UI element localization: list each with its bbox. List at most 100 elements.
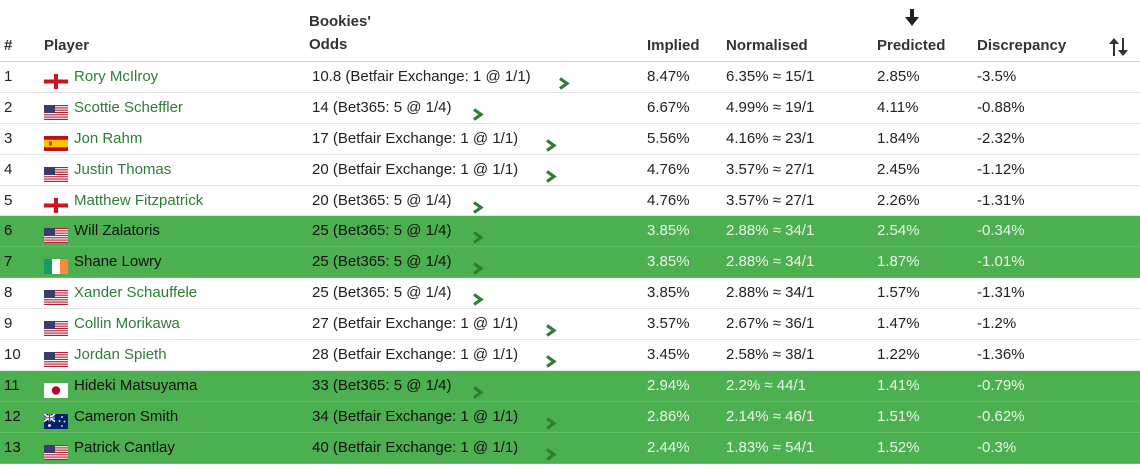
header-predicted[interactable]: Predicted	[877, 37, 946, 54]
rank-cell: 5	[4, 191, 13, 209]
player-link[interactable]: Collin Morikawa	[74, 315, 180, 333]
discrepancy-cell: -0.79%	[977, 376, 1025, 394]
table-row[interactable]: 1 Rory McIlroy 10.8 (Betfair Exchange: 1 @…	[0, 62, 1140, 93]
player-link[interactable]: Hideki Matsuyama	[74, 376, 198, 394]
odds-cell: 25 (Bet365: 5 @ 1/4)	[312, 284, 452, 302]
table-row[interactable]: 4 Justin Thomas 20 (Betfair Exchange: 1 @ …	[0, 155, 1140, 186]
player-link[interactable]: Cameron Smith	[74, 407, 179, 425]
normalised-cell: 3.57% ≈ 27/1	[726, 160, 815, 178]
discrepancy-cell: -0.62%	[977, 407, 1025, 425]
discrepancy-cell: -1.12%	[977, 160, 1025, 178]
chevron-right-icon[interactable]	[472, 380, 484, 399]
rank-cell: 2	[4, 98, 13, 116]
player-link[interactable]: Justin Thomas	[74, 160, 172, 178]
rank-cell: 9	[4, 315, 13, 333]
predicted-cell: 2.26%	[877, 191, 920, 209]
discrepancy-cell: -1.31%	[977, 284, 1025, 302]
player-link[interactable]: Jon Rahm	[74, 129, 143, 147]
flag-icon	[44, 101, 68, 120]
header-normalised[interactable]: Normalised	[726, 37, 808, 54]
discrepancy-cell: -3.5%	[977, 68, 1017, 85]
header-implied[interactable]: Implied	[647, 37, 700, 54]
table-row[interactable]: 12 Cameron Smith 34 (Betfair Exchange: 1 @…	[0, 401, 1140, 433]
chevron-right-icon[interactable]	[472, 195, 484, 214]
discrepancy-cell: -1.36%	[977, 346, 1025, 364]
implied-cell: 3.85%	[647, 222, 690, 240]
rank-cell: 11	[4, 376, 20, 394]
arrow-down-icon[interactable]	[902, 8, 922, 28]
table-row[interactable]: 10 Jordan Spieth 28 (Betfair Exchange: 1 @…	[0, 340, 1140, 371]
normalised-cell: 2.14% ≈ 46/1	[726, 407, 815, 425]
player-link[interactable]: Matthew Fitzpatrick	[74, 191, 204, 209]
implied-cell: 2.44%	[647, 438, 690, 456]
flag-icon	[44, 441, 68, 460]
rank-cell: 4	[4, 160, 13, 178]
table-row[interactable]: 2 Scottie Scheffler 14 (Bet365: 5 @ 1/4) 6.…	[0, 93, 1140, 124]
flag-icon	[43, 379, 69, 399]
table-body: 1 Rory McIlroy 10.8 (Betfair Exchange: 1 @…	[0, 62, 1140, 464]
odds-cell: 14 (Bet365: 5 @ 1/4)	[312, 98, 452, 116]
odds-cell: 10.8 (Betfair Exchange: 1 @ 1/1)	[312, 68, 531, 85]
chevron-right-icon[interactable]	[545, 349, 557, 368]
chevron-right-icon[interactable]	[545, 164, 557, 183]
header-player[interactable]: Player	[44, 37, 90, 54]
normalised-cell: 4.99% ≈ 19/1	[726, 98, 815, 116]
header-odds[interactable]: Bookies' Odds	[309, 10, 371, 56]
odds-cell: 34 (Betfair Exchange: 1 @ 1/1)	[312, 407, 519, 425]
normalised-cell: 2.88% ≈ 34/1	[726, 253, 815, 271]
table-row[interactable]: 8 Xander Schauffele 25 (Bet365: 5 @ 1/4) 3.…	[0, 278, 1140, 310]
header-rank[interactable]: #	[4, 37, 13, 54]
flag-icon	[43, 70, 69, 90]
chevron-right-icon[interactable]	[545, 442, 557, 461]
table-row[interactable]: 9 Collin Morikawa 27 (Betfair Exchange: 1 …	[0, 309, 1140, 341]
chevron-right-icon[interactable]	[472, 225, 484, 245]
player-link[interactable]: Scottie Scheffler	[74, 98, 183, 116]
chevron-right-icon[interactable]	[472, 287, 484, 307]
player-link[interactable]: Rory McIlroy	[74, 68, 159, 85]
odds-cell: 33 (Bet365: 5 @ 1/4)	[312, 376, 452, 394]
chevron-right-icon[interactable]	[558, 71, 570, 90]
table-row[interactable]: 13 Patrick Cantlay 40 (Betfair Exchange: 1…	[0, 432, 1140, 464]
player-link[interactable]: Jordan Spieth	[74, 346, 167, 364]
flag-icon	[44, 286, 68, 306]
predicted-cell: 1.84%	[877, 129, 920, 147]
discrepancy-cell: -2.32%	[977, 129, 1025, 147]
header-discrepancy[interactable]: Discrepancy	[977, 37, 1067, 54]
player-link[interactable]: Patrick Cantlay	[74, 438, 175, 456]
implied-cell: 2.94%	[647, 376, 690, 394]
implied-cell: 3.45%	[647, 346, 690, 364]
player-link[interactable]: Will Zalatoris	[74, 222, 160, 240]
flag-icon	[44, 224, 68, 244]
chevron-right-icon[interactable]	[472, 256, 484, 276]
discrepancy-cell: -0.88%	[977, 98, 1025, 116]
normalised-cell: 2.58% ≈ 38/1	[726, 346, 815, 364]
predicted-cell: 1.57%	[877, 284, 920, 302]
chevron-right-icon[interactable]	[545, 318, 557, 337]
table-row[interactable]: 7 Shane Lowry 25 (Bet365: 5 @ 1/4) 3.85% 2.8…	[0, 247, 1140, 279]
chevron-right-icon[interactable]	[545, 133, 557, 152]
player-link[interactable]: Xander Schauffele	[74, 284, 198, 302]
chevron-right-icon[interactable]	[545, 411, 557, 430]
chevron-right-icon[interactable]	[472, 102, 484, 121]
rank-cell: 12	[4, 407, 21, 425]
discrepancy-cell: -1.31%	[977, 191, 1025, 209]
header-odds-line2: Odds	[309, 36, 348, 53]
flag-icon	[44, 348, 68, 368]
table-row[interactable]: 3 Jon Rahm 17 (Betfair Exchange: 1 @ 1/1) 5…	[0, 124, 1140, 155]
sort-toggle-icon[interactable]	[1108, 36, 1130, 58]
flag-icon	[44, 317, 68, 337]
predicted-cell: 1.22%	[877, 346, 920, 364]
odds-cell: 20 (Betfair Exchange: 1 @ 1/1)	[312, 160, 519, 178]
flag-icon	[43, 194, 69, 213]
rank-cell: 13	[4, 438, 21, 456]
normalised-cell: 2.88% ≈ 34/1	[726, 222, 815, 240]
table-row[interactable]: 6 Will Zalatoris 25 (Bet365: 5 @ 1/4) 3.85%…	[0, 216, 1140, 248]
table-row[interactable]: 5 Matthew Fitzpatrick 20 (Bet365: 5 @ 1/4)…	[0, 186, 1140, 217]
table-row[interactable]: 11 Hideki Matsuyama 33 (Bet365: 5 @ 1/4) 2.…	[0, 370, 1140, 402]
predicted-cell: 1.47%	[877, 315, 920, 333]
predicted-cell: 1.41%	[877, 376, 920, 394]
implied-cell: 5.56%	[647, 129, 690, 147]
player-link[interactable]: Shane Lowry	[74, 253, 162, 271]
implied-cell: 3.57%	[647, 315, 690, 333]
